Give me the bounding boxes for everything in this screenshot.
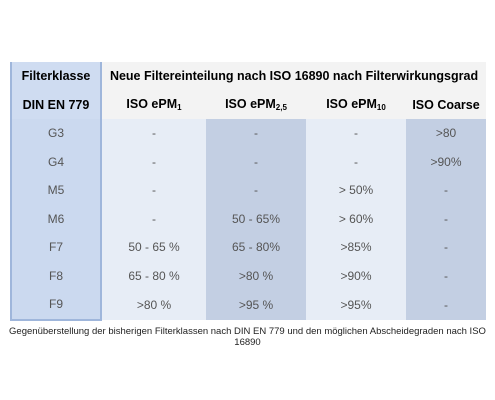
table-cell: -: [101, 147, 206, 176]
table-cell: 65 - 80 %: [101, 261, 206, 290]
filter-class: F8: [10, 261, 102, 290]
header-cell: DIN EN 779: [10, 90, 102, 119]
table-row: F9 >80 % >95 % >95% -: [10, 290, 487, 321]
column-subscript: 10: [376, 103, 386, 113]
filter-class: F9: [10, 290, 102, 321]
column-subscript: 1: [177, 103, 182, 113]
column-label: ISO ePM: [225, 97, 276, 112]
column-subscript: 2,5: [275, 103, 287, 113]
table-row: M5- - > 50% -: [10, 176, 487, 205]
header-row: DIN EN 779 ISO ePM1 ISO ePM2,5 ISO ePM10 ISO…: [10, 90, 487, 119]
table-cell: 50 - 65%: [206, 204, 306, 233]
table-cell: >80 %: [101, 290, 206, 320]
table-cell: -: [406, 261, 487, 290]
table-row: G4- - - >90%: [10, 147, 487, 176]
table-cell: 50 - 65 %: [101, 233, 206, 262]
table-cell: >95%: [306, 290, 406, 320]
column-header: ISO Coarse: [406, 90, 487, 119]
filter-class: G3: [10, 119, 102, 148]
table-cell: -: [101, 119, 206, 148]
table-cell: >80: [406, 119, 487, 148]
table-cell: -: [306, 147, 406, 176]
table-cell: >90%: [306, 261, 406, 290]
caption: Gegenüberstellung der bisherigen Filterk…: [9, 326, 486, 348]
column-header: ISO ePM2,5: [206, 90, 306, 119]
table-row: M6-50 - 65% > 60% -: [10, 204, 487, 233]
table-cell: -: [306, 119, 406, 148]
table-cell: -: [406, 176, 487, 205]
table-row: G3- - - >80: [10, 119, 487, 148]
table-cell: >95 %: [206, 290, 306, 320]
table-cell: -: [206, 176, 306, 205]
table-cell: >80 %: [206, 261, 306, 290]
header-row: Filterklasse Neue Filtereinteilung nach I…: [10, 62, 487, 91]
column-label: ISO Coarse: [412, 97, 480, 112]
column-label: ISO ePM: [126, 97, 178, 112]
table-row: F8 65 - 80 % >80 % >90% -: [10, 261, 487, 290]
table-cell: -: [206, 147, 306, 176]
table-cell: > 50%: [306, 176, 406, 205]
filter-class: F7: [10, 233, 102, 262]
header-title: Neue Filtereinteilung nach ISO 16890 nac…: [101, 62, 487, 91]
table-cell: -: [406, 290, 487, 320]
table-cell: -: [206, 119, 306, 148]
filter-class: M5: [10, 176, 102, 205]
filter-table: Filterklasse Neue Filtereinteilung nach I…: [10, 62, 487, 321]
table-row: F7 50 - 65 % 65 - 80% >85% -: [10, 233, 487, 262]
header-cell: Filterklasse: [10, 62, 102, 91]
table-cell: -: [406, 204, 487, 233]
table-cell: -: [101, 204, 206, 233]
filter-class: M6: [10, 204, 102, 233]
column-header: ISO ePM1: [101, 90, 206, 119]
table-cell: -: [406, 233, 487, 262]
filter-class: G4: [10, 147, 102, 176]
table-cell: > 60%: [306, 204, 406, 233]
column-header: ISO ePM10: [306, 90, 406, 119]
table-cell: >90%: [406, 147, 487, 176]
table-cell: >85%: [306, 233, 406, 262]
table-cell: -: [101, 176, 206, 205]
column-label: ISO ePM: [326, 97, 377, 112]
table-cell: 65 - 80%: [206, 233, 306, 262]
